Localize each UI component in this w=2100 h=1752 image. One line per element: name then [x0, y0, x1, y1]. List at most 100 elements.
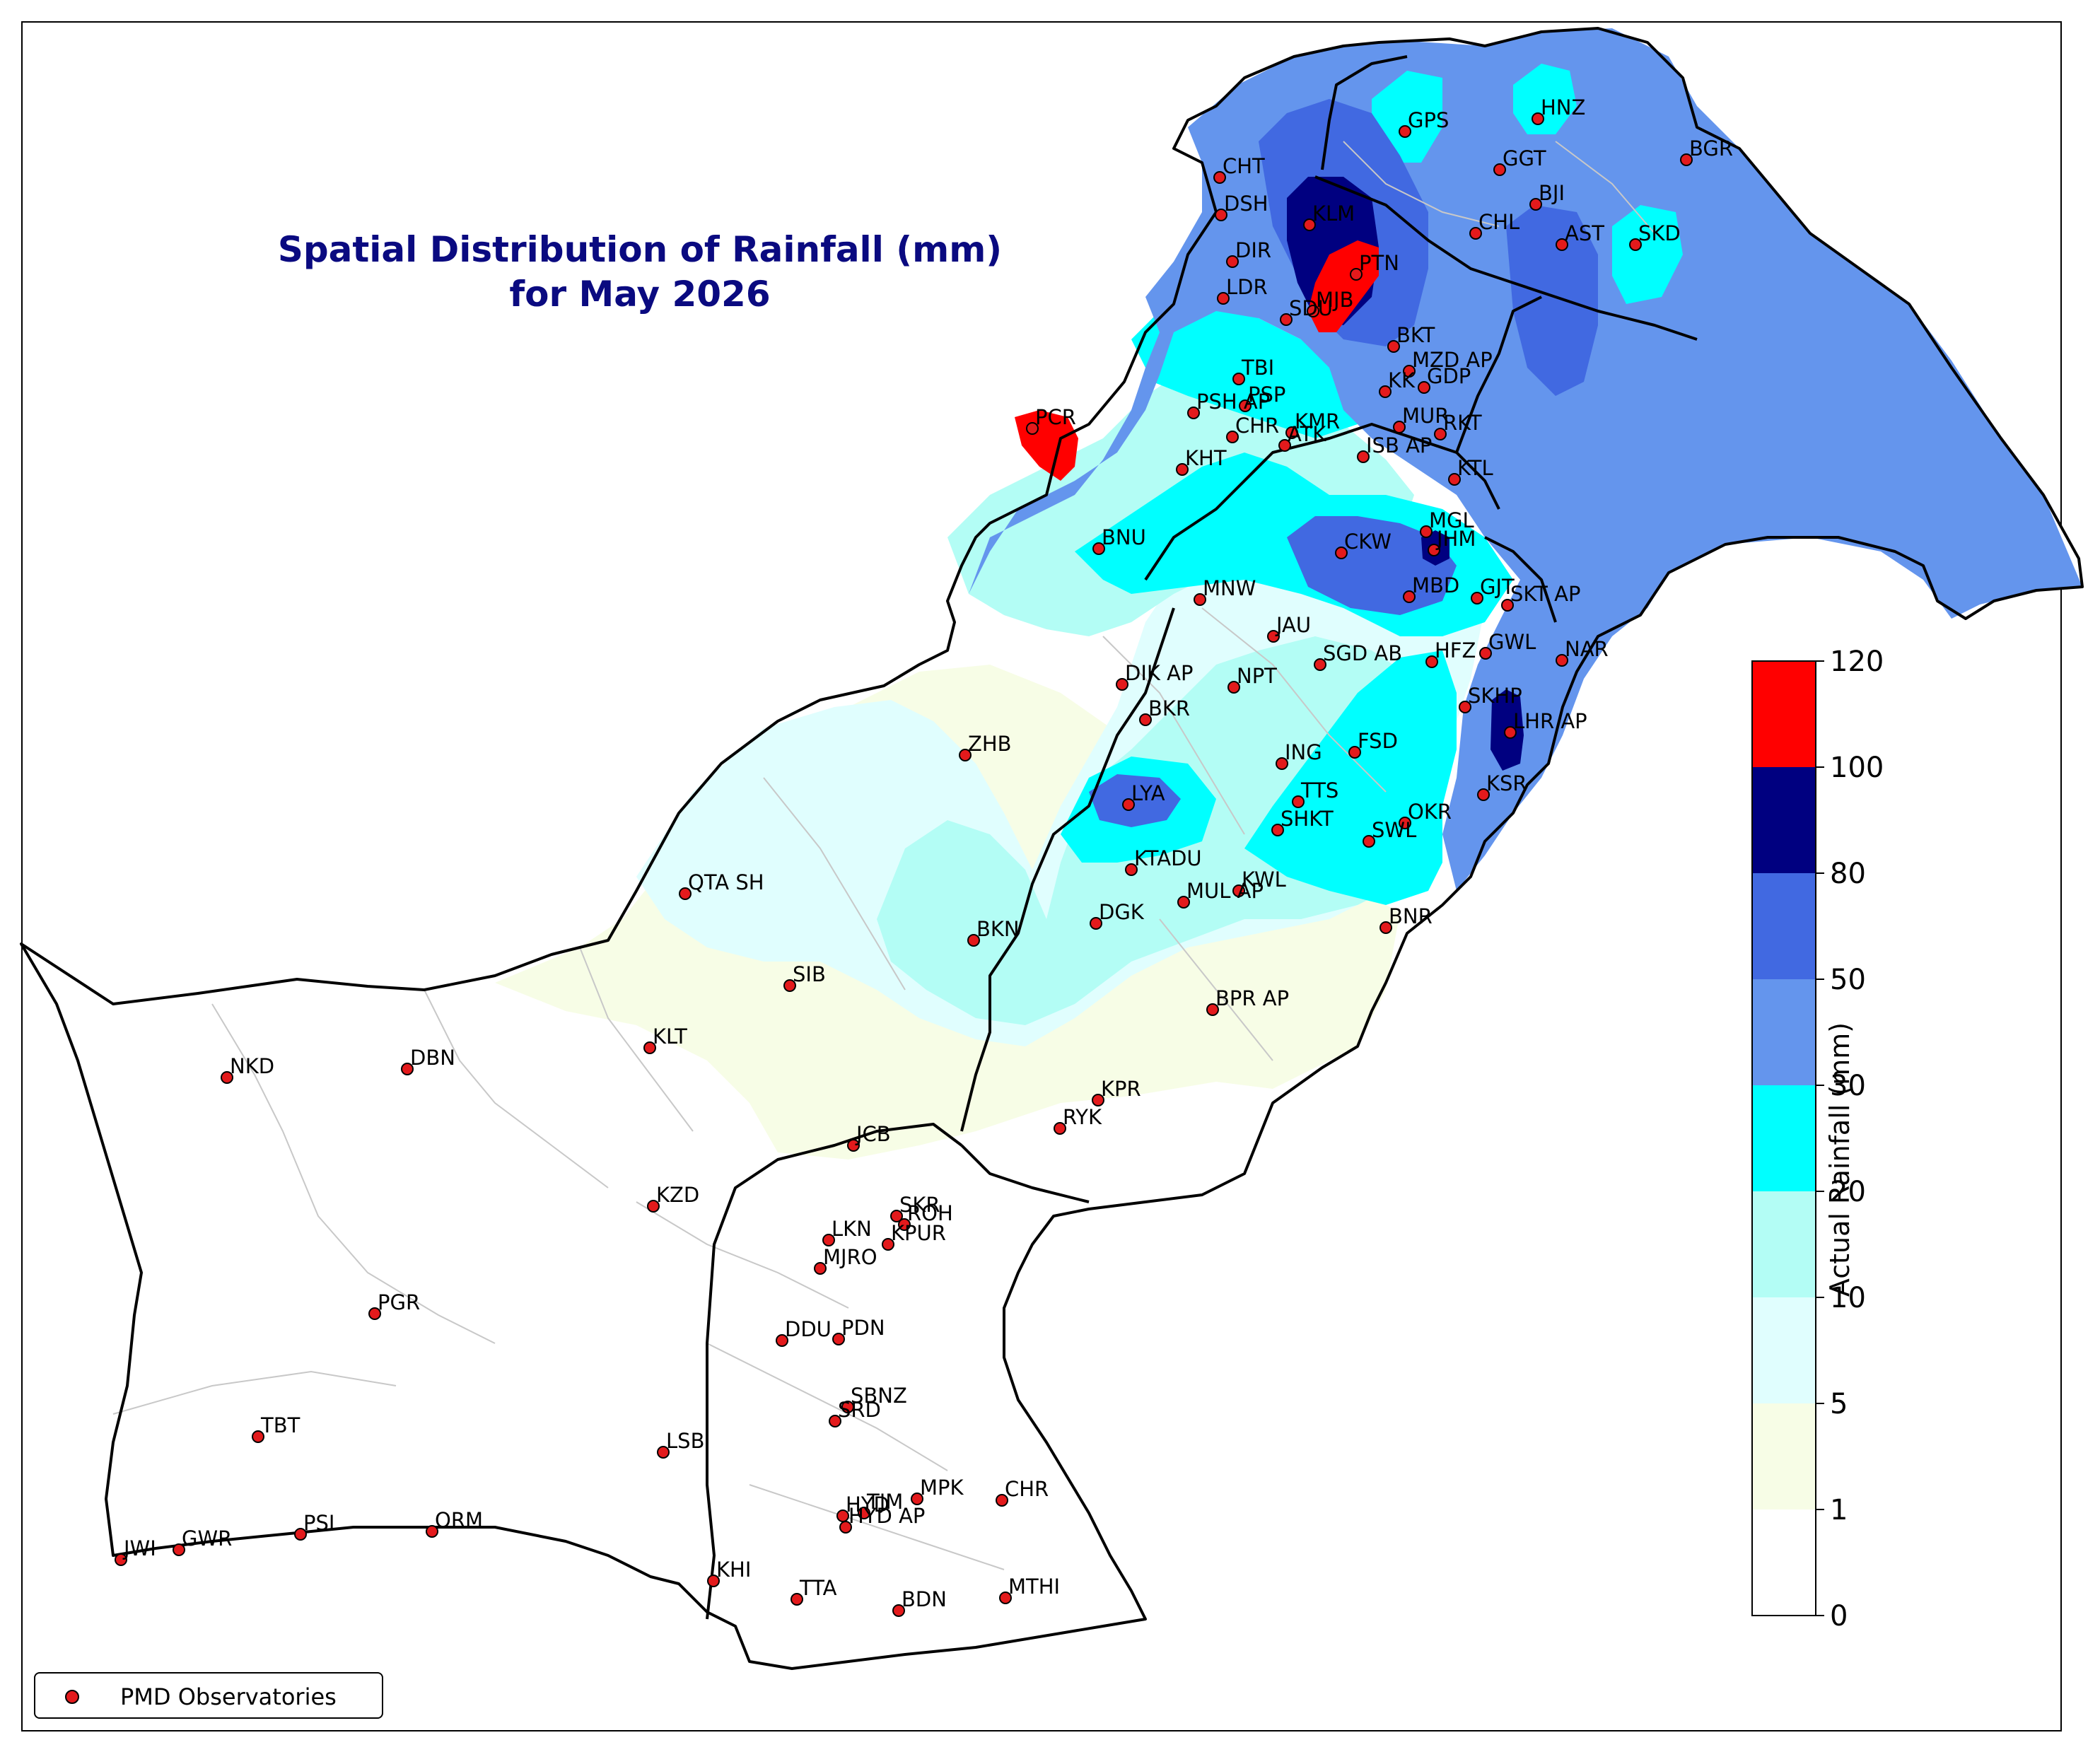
station-dgk: DGK	[1090, 900, 1145, 930]
station-marker-icon	[1139, 713, 1152, 726]
station-atk: ATK	[1278, 422, 1326, 452]
station-marker-icon	[898, 1218, 911, 1231]
station-marker-icon	[1387, 340, 1400, 353]
station-label: JAU	[1275, 613, 1311, 637]
station-label: KHI	[716, 1558, 751, 1582]
station-label: CHR	[1235, 414, 1279, 438]
station-label: ING	[1285, 740, 1322, 764]
station-marker-icon	[1504, 726, 1517, 739]
station-label: CKW	[1344, 530, 1392, 554]
map-title-line2: for May 2026	[509, 274, 771, 315]
station-rkt: RKT	[1434, 411, 1482, 440]
station-label: CHR	[1005, 1477, 1049, 1501]
station-bkt: BKT	[1387, 323, 1435, 353]
station-marker-icon	[1350, 268, 1363, 281]
station-label: LDR	[1226, 275, 1268, 299]
station-label: MPK	[920, 1476, 964, 1500]
station-marker-icon	[783, 979, 796, 992]
station-label: NAR	[1565, 637, 1609, 661]
station-label: BKR	[1148, 696, 1190, 720]
station-label: SGD AB	[1323, 641, 1402, 665]
station-label: MGL	[1429, 508, 1474, 532]
station-label: JHM	[1435, 527, 1476, 551]
station-label: TBI	[1241, 356, 1274, 380]
station-marker-icon	[1479, 647, 1492, 660]
colorbar-title: Actual Rainfall (mm)	[1824, 1022, 1855, 1297]
station-gps: GPS	[1399, 108, 1449, 138]
station-marker-icon	[1403, 590, 1416, 603]
station-marker-icon	[1226, 255, 1239, 268]
station-label: MUR	[1402, 404, 1449, 428]
station-gwl: GWL	[1479, 630, 1536, 660]
station-label: RKT	[1443, 411, 1482, 435]
station-marker-icon	[841, 1401, 854, 1413]
station-sgd-ab: SGD AB	[1314, 641, 1402, 671]
station-marker-icon	[221, 1071, 233, 1084]
station-marker-icon	[1278, 439, 1291, 452]
station-label: DBN	[410, 1046, 455, 1070]
station-marker-icon	[1125, 863, 1138, 876]
station-kk: KK	[1379, 368, 1416, 398]
station-label: BNU	[1102, 525, 1146, 549]
station-hnz: HNZ	[1532, 95, 1585, 125]
station-marker-icon	[1357, 450, 1370, 463]
station-label: GGT	[1503, 146, 1546, 170]
station-label: MJB	[1316, 288, 1353, 312]
station-label: KTL	[1457, 456, 1493, 480]
colorbar-band	[1752, 767, 1816, 873]
map-title-line1: Spatial Distribution of Rainfall (mm)	[277, 229, 1003, 270]
station-marker-icon	[1026, 422, 1039, 435]
station-label: BKN	[976, 917, 1020, 941]
station-label: ISB AP	[1366, 433, 1432, 457]
station-npt: NPT	[1227, 664, 1277, 694]
station-ldr: LDR	[1217, 275, 1268, 305]
station-marker-icon	[679, 887, 692, 900]
station-marker-icon	[814, 1262, 827, 1275]
station-label: KZD	[656, 1183, 699, 1207]
station-klt: KLT	[643, 1024, 687, 1054]
station-label: DIR	[1235, 238, 1271, 262]
station-qta-sh: QTA SH	[679, 870, 764, 900]
station-label: SIB	[793, 962, 826, 986]
legend: PMD Observatories	[34, 1672, 383, 1719]
station-marker-icon	[1176, 463, 1189, 476]
station-ktadu: KTADU	[1125, 846, 1202, 876]
station-label: PSI	[303, 1511, 334, 1535]
station-label: KPUR	[891, 1221, 946, 1245]
station-marker-icon	[1399, 125, 1411, 138]
station-dir: DIR	[1226, 238, 1271, 268]
station-label: ORM	[435, 1508, 483, 1532]
station-marker-icon	[832, 1333, 845, 1345]
station-kmr: KMR	[1285, 409, 1340, 439]
station-marker-icon	[1054, 1122, 1066, 1135]
colorbar-tick-label: 10	[1830, 1282, 1866, 1314]
station-bnu: BNU	[1092, 525, 1146, 555]
station-marker-icon	[1177, 896, 1190, 909]
station-gjt: GJT	[1471, 575, 1515, 605]
station-marker-icon	[294, 1528, 307, 1541]
colorbar-tick-label: 5	[1830, 1388, 1848, 1420]
rain-zone-100-120	[1308, 240, 1379, 332]
station-label: LKN	[832, 1217, 872, 1241]
station-label: PTN	[1359, 251, 1399, 275]
station-marker-icon	[1393, 421, 1406, 433]
station-kpur: KPUR	[882, 1221, 946, 1251]
station-marker-icon	[1420, 525, 1433, 538]
station-marker-icon	[1680, 153, 1693, 166]
station-label: SBNZ	[851, 1384, 907, 1408]
station-marker-icon	[822, 1234, 835, 1246]
rain-zone-20-30-skd	[1612, 205, 1683, 304]
station-jcb: JCB	[847, 1122, 891, 1152]
station-chr: CHR	[1226, 414, 1279, 443]
station-psi: PSI	[294, 1511, 334, 1541]
station-psp: PSP	[1239, 382, 1285, 412]
station-marker-icon	[996, 1494, 1008, 1507]
station-marker-icon	[1116, 678, 1128, 691]
station-label: MUL AP	[1186, 879, 1264, 903]
sindh-punjab-boundary	[960, 1144, 1090, 1203]
station-gwr: GWR	[173, 1526, 232, 1556]
station-sdu: SDU	[1280, 296, 1333, 326]
station-skhp: SKHP	[1459, 684, 1522, 713]
station-marker-icon	[1629, 238, 1642, 251]
colorbar-tick-label: 1	[1830, 1494, 1848, 1526]
